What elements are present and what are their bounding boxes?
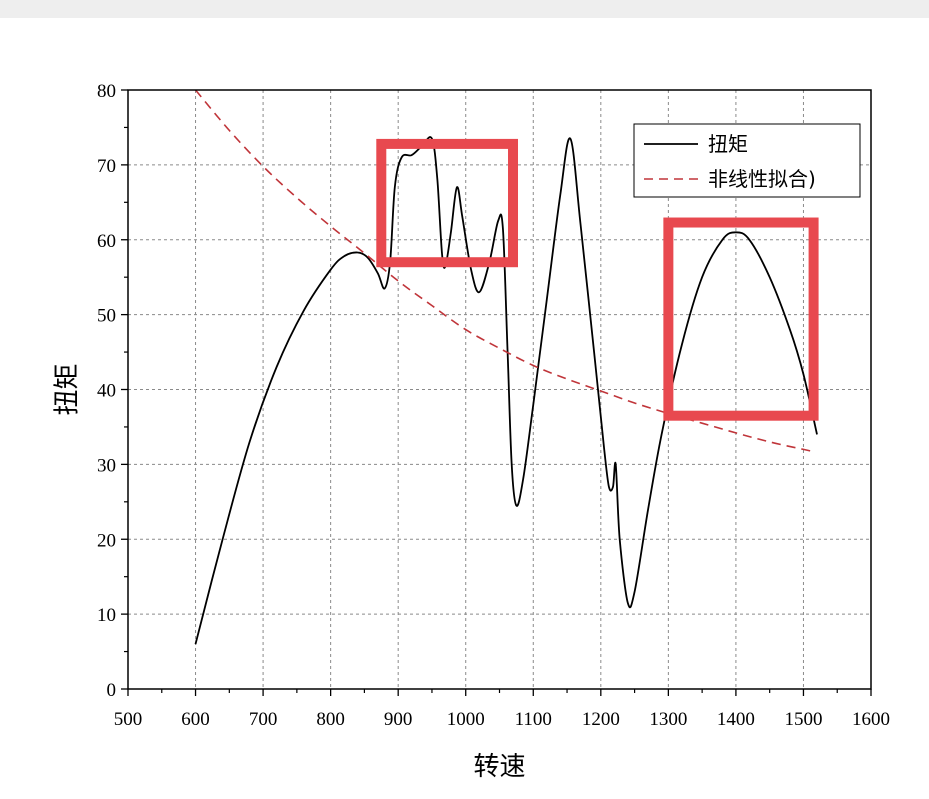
x-tick-label: 1300 [649, 709, 687, 730]
y-tick-label: 70 [97, 156, 116, 177]
legend-label-fit: 非线性拟合) [708, 167, 816, 191]
y-tick-label: 30 [97, 455, 116, 476]
plot-frame [127, 89, 872, 690]
grid-lines [128, 90, 871, 689]
y-axis-ticks: 0 10 20 30 40 50 60 70 80 [97, 81, 128, 701]
y-tick-label: 0 [107, 680, 117, 701]
legend-label-torque: 扭矩 [708, 132, 748, 156]
x-tick-label: 500 [114, 709, 143, 730]
x-axis-title: 转速 [473, 752, 525, 782]
highlight-box-2 [663, 217, 819, 421]
legend-box [633, 123, 861, 198]
x-tick-label: 1400 [717, 709, 755, 730]
x-tick-label: 700 [249, 709, 278, 730]
window-top-bar [0, 0, 929, 18]
y-tick-label: 80 [97, 81, 116, 102]
y-tick-label: 10 [97, 605, 116, 626]
y-tick-label: 50 [97, 306, 116, 327]
y-tick-label: 40 [97, 381, 116, 402]
x-tick-label: 1600 [852, 709, 890, 730]
x-tick-label: 600 [181, 709, 210, 730]
highlight-box-1 [376, 138, 519, 268]
x-tick-label: 1100 [515, 709, 552, 730]
legend: 扭矩 非线性拟合) [633, 123, 861, 198]
x-tick-label: 900 [384, 709, 413, 730]
y-tick-label: 60 [97, 231, 116, 252]
x-axis-ticks: 500 600 700 800 900 1000 1100 1200 1300 1400 1500 1… [114, 689, 890, 730]
x-tick-label: 1500 [784, 709, 822, 730]
x-tick-label: 1000 [447, 709, 485, 730]
series-line-fit [194, 89, 814, 453]
annotation-group [376, 138, 819, 421]
y-tick-label: 20 [97, 530, 116, 551]
series-group [194, 89, 818, 645]
series-line-torque [194, 136, 818, 645]
x-tick-label: 800 [316, 709, 345, 730]
y-axis-title: 扭矩 [53, 363, 83, 415]
x-tick-label: 1200 [582, 709, 620, 730]
